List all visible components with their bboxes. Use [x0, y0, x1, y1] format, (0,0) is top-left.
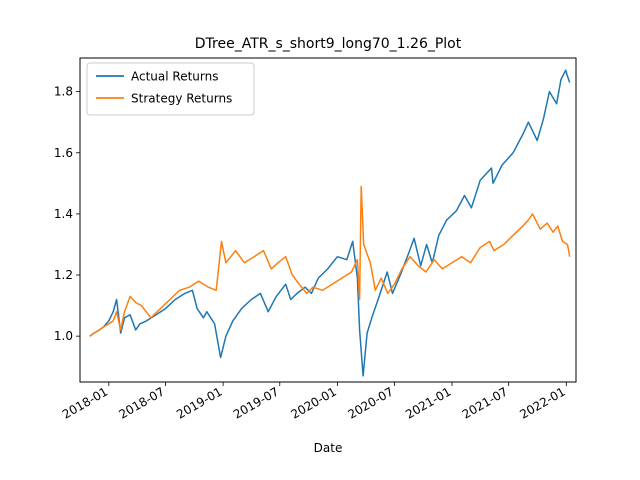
series-line-strategy-returns [89, 185, 571, 337]
y-tick-label: 1.4 [54, 207, 73, 221]
x-tick-label: 2021-01 [403, 384, 453, 421]
legend-label-strategy-returns: Strategy Returns [131, 92, 232, 106]
x-tick-label: 2022-01 [517, 384, 567, 421]
x-tick-label: 2021-07 [460, 384, 510, 421]
legend-box [86, 62, 255, 116]
chart-title: DTree_ATR_s_short9_long70_1.26_Plot [195, 36, 462, 52]
x-axis-label: Date [314, 441, 343, 455]
y-tick-label: 1.6 [54, 146, 73, 160]
x-tick-label: 2020-07 [345, 384, 395, 421]
y-tick-label: 1.2 [54, 268, 73, 282]
y-tick-label: 1.8 [54, 85, 73, 99]
y-tick-label: 1.0 [54, 329, 73, 343]
x-axis: 2018-01 2018-07 2019-01 2019-07 2020-01 2020-… [60, 382, 568, 422]
legend: Actual Returns Strategy Returns [86, 62, 255, 116]
plot-frame [79, 57, 577, 383]
x-tick-label: 2019-01 [174, 384, 224, 421]
legend-label-actual-returns: Actual Returns [131, 70, 218, 84]
y-axis: 1.0 1.2 1.4 1.6 1.8 [54, 85, 80, 343]
x-tick-label: 2020-01 [288, 384, 338, 421]
series-layer [89, 69, 571, 377]
x-tick-label: 2018-01 [60, 384, 110, 421]
series-line-actual-returns [89, 69, 571, 377]
x-tick-label: 2019-07 [231, 384, 281, 421]
x-tick-label: 2018-07 [117, 384, 167, 421]
